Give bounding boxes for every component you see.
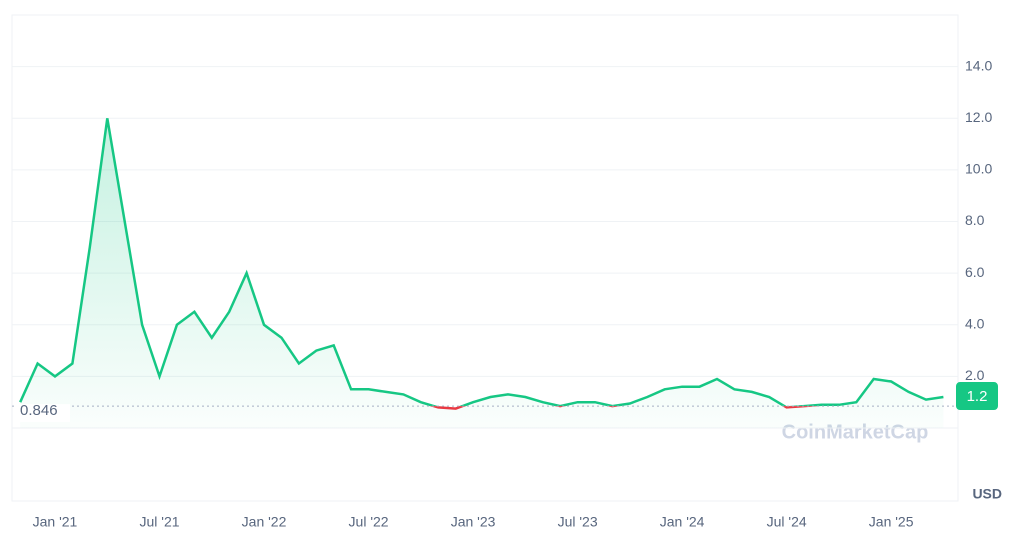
current-price-label: 1.2 [967,388,988,405]
currency-label: USD [972,486,1002,502]
y-tick-label: 12.0 [965,109,992,125]
plot-frame [11,14,959,502]
x-tick-label: Jul '21 [140,514,180,530]
x-tick-label: Jan '25 [869,514,914,530]
x-tick-label: Jan '23 [451,514,496,530]
x-tick-label: Jan '24 [660,514,705,530]
y-tick-label: 2.0 [965,367,985,383]
y-tick-label: 6.0 [965,264,985,280]
x-tick-label: Jul '22 [349,514,389,530]
x-tick-label: Jan '22 [242,514,287,530]
price-line-below [429,406,821,410]
price-area [20,118,944,429]
current-price-tag [956,382,998,411]
y-tick-label: 14.0 [965,57,992,73]
price-line [19,118,944,407]
y-tick-label: 4.0 [965,315,985,331]
reference-label: 0.846 [20,402,58,419]
y-tick-label: 10.0 [965,161,992,177]
y-tick-label: 8.0 [965,212,985,228]
x-tick-label: Jul '24 [767,514,807,530]
x-tick-label: Jan '21 [33,514,78,530]
reference-label-bg [14,404,70,423]
x-tick-label: Jul '23 [558,514,598,530]
